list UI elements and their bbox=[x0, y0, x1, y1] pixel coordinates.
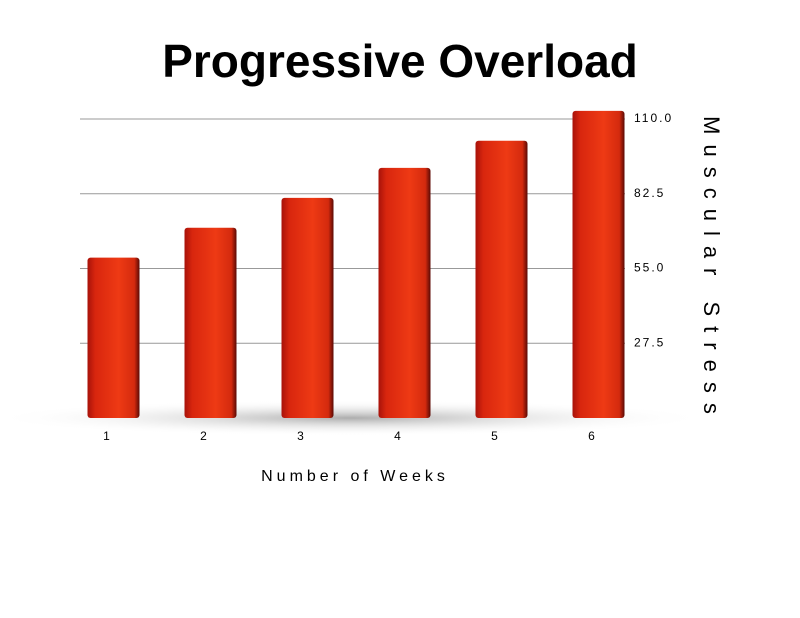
y-tick-label: 82.5 bbox=[634, 186, 665, 200]
bar bbox=[572, 110, 625, 418]
floor-shadow bbox=[0, 400, 710, 436]
x-tick-label: 2 bbox=[200, 429, 209, 443]
x-tick-label: 6 bbox=[588, 429, 597, 443]
bar bbox=[87, 257, 140, 418]
bar bbox=[475, 140, 528, 418]
y-tick-label: 55.0 bbox=[634, 261, 665, 275]
y-tick-label: 27.5 bbox=[634, 335, 665, 349]
x-axis-label: Number of Weeks bbox=[261, 468, 449, 485]
bar bbox=[184, 227, 237, 418]
x-tick-label: 5 bbox=[491, 429, 500, 443]
x-tick-label: 4 bbox=[394, 429, 403, 443]
x-tick-label: 1 bbox=[103, 429, 112, 443]
bar bbox=[378, 167, 431, 418]
y-axis-label: Muscular Stress bbox=[699, 116, 724, 424]
y-tick-label: 110.0 bbox=[634, 111, 673, 125]
bar bbox=[281, 197, 334, 418]
x-tick-label: 3 bbox=[297, 429, 306, 443]
chart-title: Progressive Overload bbox=[162, 35, 638, 87]
